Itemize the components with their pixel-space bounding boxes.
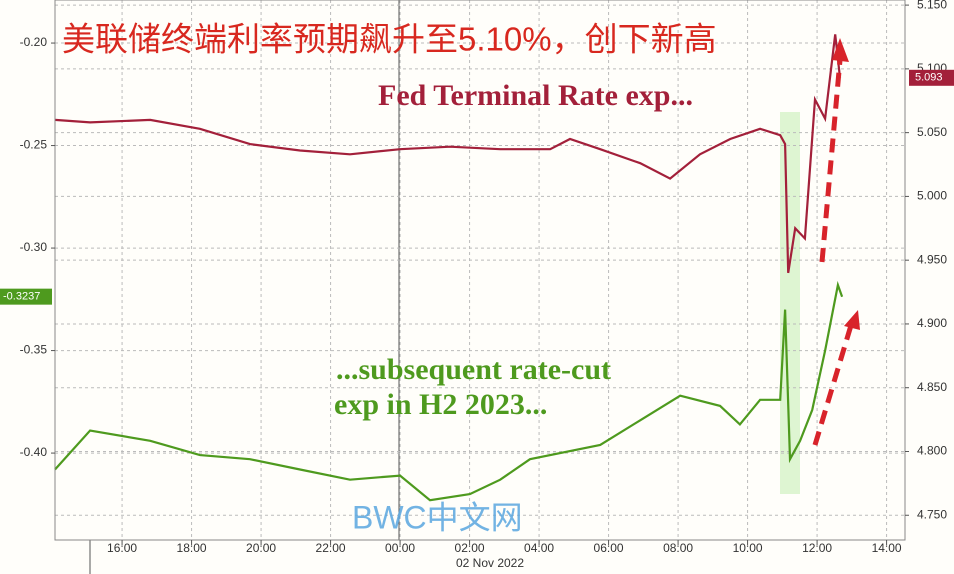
x-tick-label: 04:00 [524, 541, 554, 555]
series-line [54, 34, 842, 274]
y2-tick-label: 4.850 [917, 380, 947, 394]
last-value-tag [909, 69, 954, 86]
y2-tick-label: 4.950 [917, 252, 947, 266]
x-tick-label: 20:00 [246, 541, 276, 555]
y2-tick-label: 5.050 [917, 125, 947, 139]
y-tick-label: -0.20 [20, 35, 48, 49]
x-tick-label: 02:00 [455, 541, 485, 555]
x-tick-label: 18:00 [177, 541, 207, 555]
y-tick-label: -0.35 [20, 343, 48, 357]
arrow-head [832, 38, 849, 62]
x-tick-label: 16:00 [107, 541, 137, 555]
x-tick-label: 06:00 [594, 541, 624, 555]
x-tick-label: 12:00 [802, 541, 832, 555]
plot-frame [54, 0, 906, 541]
x-date-label: 02 Nov 2022 [456, 556, 524, 570]
x-tick-label: 14:00 [872, 541, 902, 555]
last-value-label: -0.3237 [3, 291, 40, 303]
watermark: BWC中文网 [352, 499, 523, 535]
highlight-band [780, 112, 800, 494]
last-value-tag [0, 288, 52, 305]
last-value-label: 5.093 [915, 72, 943, 84]
y2-tick-label: 4.750 [917, 507, 947, 521]
annotation: ...subsequent rate-cut [336, 353, 611, 386]
y-tick-label: -0.30 [20, 240, 48, 254]
y2-tick-label: 4.900 [917, 316, 947, 330]
chart-title: 美联储终端利率预期飙升至5.10%，创下新高 [62, 21, 717, 58]
plot [54, 0, 905, 540]
series-line [54, 280, 844, 502]
arrow-head [844, 310, 860, 330]
annotation: Fed Terminal Rate exp... [378, 79, 693, 112]
y-tick-label: -0.40 [20, 445, 48, 459]
x-tick-label: 00:00 [385, 541, 415, 555]
y2-tick-label: 5.000 [917, 189, 947, 203]
y-tick-label: -0.25 [20, 138, 48, 152]
x-tick-label: 10:00 [733, 541, 763, 555]
x-tick-label: 08:00 [663, 541, 693, 555]
y2-tick-label: 5.150 [917, 0, 947, 11]
x-tick-label: 22:00 [316, 541, 346, 555]
arrows [812, 59, 855, 446]
annotation: exp in H2 2023... [334, 388, 547, 421]
y2-tick-label: 4.800 [917, 444, 947, 458]
